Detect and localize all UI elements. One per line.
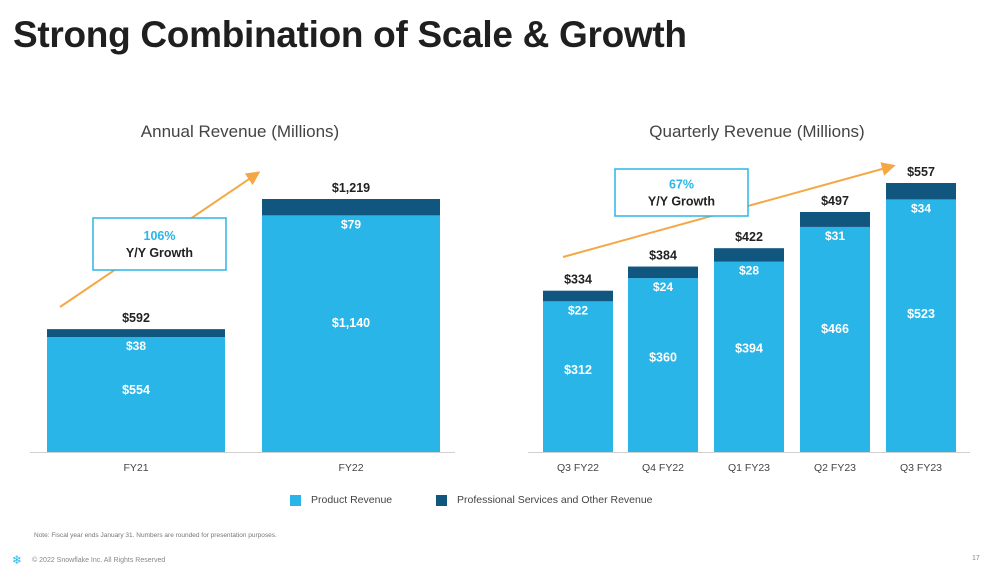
x-tick-label: Q1 FY23	[728, 462, 770, 474]
bar-services-revenue	[886, 183, 956, 200]
bar-services-label: $38	[126, 339, 146, 353]
bar-product-label: $523	[907, 307, 935, 321]
growth-callout-box	[92, 217, 227, 271]
bar-total-label: $557	[907, 165, 935, 179]
bar-product-revenue	[886, 199, 956, 452]
growth-percent: 106%	[144, 229, 176, 243]
bar-total-label: $592	[122, 311, 150, 325]
legend-item-product-revenue: Product Revenue	[290, 494, 392, 506]
bar-total-label: $334	[564, 273, 592, 287]
annual-revenue-chart: Annual Revenue (Millions) $592 $38 $554 FY21…	[30, 122, 455, 474]
chart-title: Annual Revenue (Millions)	[141, 122, 339, 141]
bar-product-label: $394	[735, 341, 763, 355]
chart-title: Quarterly Revenue (Millions)	[649, 122, 864, 141]
bar-services-revenue	[543, 290, 613, 302]
x-tick-label: Q2 FY23	[814, 462, 856, 474]
bar-product-revenue	[628, 278, 698, 452]
bar-product-revenue	[262, 215, 440, 452]
bar-services-label: $79	[341, 217, 361, 231]
bar-total-label: $497	[821, 194, 849, 208]
bar-total-label: $422	[735, 230, 763, 244]
bar-total-label: $1,219	[332, 181, 370, 195]
bar-services-label: $22	[568, 303, 588, 317]
page-number: 17	[972, 555, 980, 562]
legend-swatch-product	[290, 494, 301, 506]
bar-services-revenue	[262, 199, 440, 216]
bar-product-label: $554	[122, 383, 150, 397]
footer: ❄ © 2022 Snowflake Inc. All Rights Reser…	[12, 553, 165, 567]
bar-services-label: $24	[653, 280, 673, 294]
bar-product-label: $360	[649, 350, 677, 364]
bar-product-label: $466	[821, 322, 849, 336]
x-tick-label: Q3 FY22	[557, 462, 599, 474]
slide-title: Strong Combination of Scale & Growth	[13, 14, 687, 55]
bar-product-revenue	[800, 226, 870, 452]
bar-product-revenue	[543, 301, 613, 452]
legend-item-services-revenue: Professional Services and Other Revenue	[436, 494, 653, 506]
legend-label-product: Product Revenue	[311, 494, 393, 506]
legend-label-services: Professional Services and Other Revenue	[457, 494, 653, 506]
bar-services-label: $28	[739, 264, 759, 278]
bar-product-revenue	[47, 337, 225, 452]
bar-total-label: $384	[649, 249, 677, 263]
quarterly-revenue-chart: Quarterly Revenue (Millions) $334 $22 $312 Q…	[528, 122, 970, 474]
bar-services-label: $34	[911, 201, 931, 215]
bar-product-revenue	[714, 261, 784, 452]
growth-percent: 67%	[669, 178, 694, 192]
footnote: Note: Fiscal year ends January 31. Numbe…	[34, 532, 277, 539]
bar-services-revenue	[628, 266, 698, 279]
bar-services-revenue	[714, 248, 784, 262]
growth-label: Y/Y Growth	[648, 195, 715, 209]
x-tick-label: Q4 FY22	[642, 462, 684, 474]
bar-services-revenue	[47, 329, 225, 338]
legend-swatch-services	[436, 494, 447, 506]
x-tick-label: Q3 FY23	[900, 462, 942, 474]
growth-callout-box	[614, 168, 749, 217]
growth-label: Y/Y Growth	[126, 246, 193, 260]
x-tick-label: FY22	[338, 462, 363, 474]
bar-product-label: $1,140	[332, 316, 370, 330]
bar-services-revenue	[800, 211, 870, 227]
bar-product-label: $312	[564, 363, 592, 377]
bar-services-label: $31	[825, 229, 845, 243]
x-tick-label: FY21	[123, 462, 148, 474]
snowflake-icon: ❄	[12, 553, 23, 567]
copyright: © 2022 Snowflake Inc. All Rights Reserve…	[32, 556, 166, 564]
